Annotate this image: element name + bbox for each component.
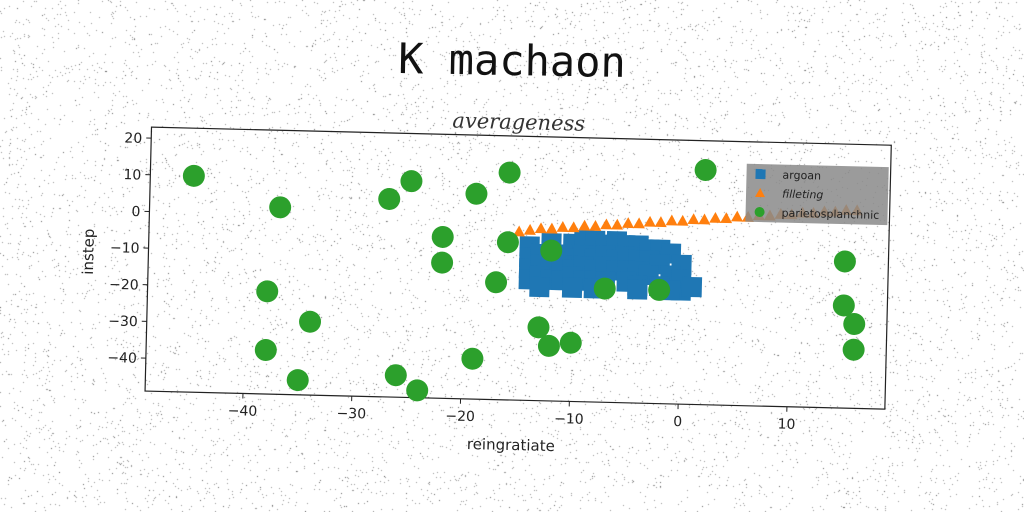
data-point <box>654 216 667 228</box>
data-point <box>648 278 671 301</box>
y-tick-label: −30 <box>108 313 138 330</box>
data-point <box>600 218 613 230</box>
data-point <box>299 310 322 333</box>
data-point <box>709 211 722 223</box>
data-point <box>687 213 700 225</box>
y-tick-label: 10 <box>123 167 141 183</box>
plot-frame <box>144 126 892 410</box>
data-point <box>406 379 429 402</box>
data-point <box>556 221 569 233</box>
data-point <box>832 294 855 317</box>
y-axis-label: instep <box>79 228 98 275</box>
legend-marker-argoan <box>755 168 766 180</box>
data-point <box>496 231 519 254</box>
legend-label: argoan <box>782 169 821 183</box>
data-point <box>400 170 423 193</box>
y-tick-label: −40 <box>107 350 137 367</box>
data-point <box>665 214 678 226</box>
data-point <box>843 313 866 336</box>
x-axis-label: reingratiate <box>467 435 555 455</box>
legend-label: parietosplanchnic <box>781 207 879 222</box>
data-point <box>545 222 558 234</box>
data-point <box>622 217 635 229</box>
y-tick-label: 0 <box>131 204 140 220</box>
data-point <box>842 338 865 361</box>
data-point <box>384 364 407 387</box>
data-point <box>681 276 703 298</box>
data-point <box>286 369 309 392</box>
data-point <box>578 219 591 231</box>
data-point <box>698 213 711 225</box>
data-point <box>269 196 292 219</box>
legend-label: filleting <box>782 188 824 202</box>
data-point <box>431 225 454 248</box>
data-point <box>833 250 856 273</box>
data-point <box>694 159 717 182</box>
data-point <box>523 223 536 235</box>
y-tick-label: 20 <box>124 130 142 146</box>
legend-box <box>745 163 889 226</box>
data-point <box>643 215 656 227</box>
data-point <box>593 277 616 300</box>
legend-marker-parietosplanchnic <box>754 207 765 218</box>
data-point <box>465 182 488 205</box>
data-point <box>731 210 744 222</box>
data-point <box>720 212 733 224</box>
data-point <box>611 218 624 230</box>
data-point <box>529 276 550 298</box>
data-point <box>632 217 645 229</box>
data-point <box>254 339 277 362</box>
x-tick-label: 0 <box>673 414 682 430</box>
data-point <box>537 334 560 357</box>
data-point <box>676 214 689 226</box>
plot-area: −40 −30 −20 −10 0 10 20 10 0 −10 −20 −30 −40 <box>107 126 892 433</box>
data-point <box>498 161 521 184</box>
x-tick-label: −30 <box>336 406 366 423</box>
data-point <box>627 279 648 300</box>
legend: argoan filleting parietosplanchnic <box>745 163 889 226</box>
data-point <box>182 164 205 187</box>
series-parietosplanchnic <box>182 159 866 402</box>
data-point <box>431 251 454 274</box>
x-tick-label: −10 <box>554 411 584 428</box>
data-point <box>567 221 580 233</box>
x-tick-label: −20 <box>445 408 475 425</box>
data-point <box>561 277 583 299</box>
data-point <box>527 316 550 339</box>
data-point <box>485 271 508 294</box>
data-point <box>540 239 563 262</box>
data-point <box>378 187 401 210</box>
data-point <box>534 222 547 234</box>
data-point <box>559 331 582 354</box>
data-point <box>256 280 279 303</box>
data-point <box>589 220 602 231</box>
y-tick-label: −20 <box>109 277 139 294</box>
y-tick-label: −10 <box>110 240 140 257</box>
data-point <box>461 347 484 370</box>
chart-title: averageness <box>452 109 586 136</box>
legend-marker-filleting <box>754 188 765 198</box>
x-tick-label: 10 <box>777 417 795 433</box>
x-tick-label: −40 <box>228 403 258 420</box>
data-point <box>512 225 525 237</box>
